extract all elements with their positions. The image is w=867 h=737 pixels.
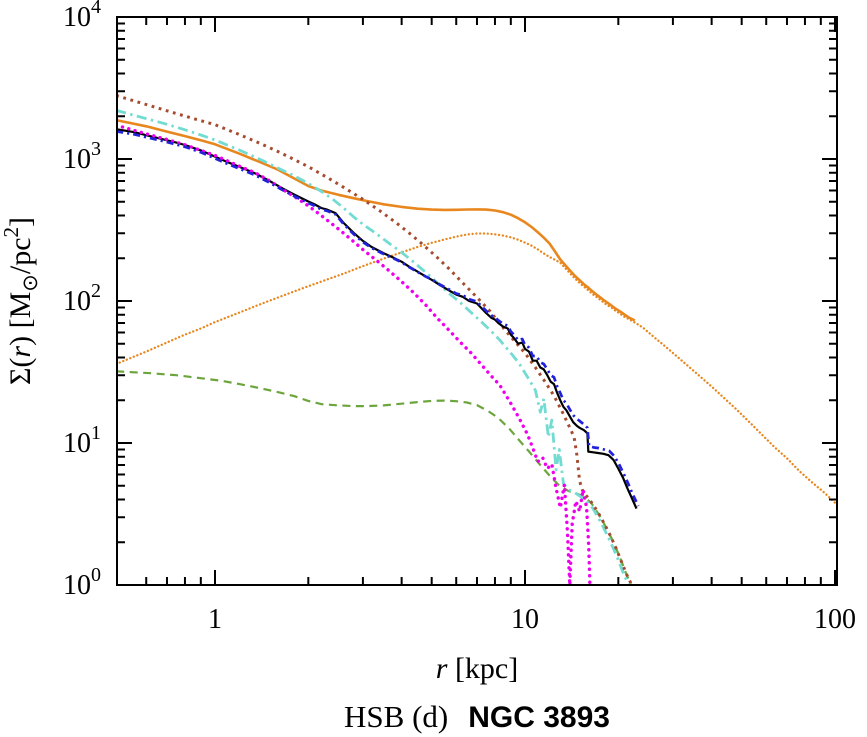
series-orange-solid-profile	[117, 118, 636, 322]
y-tick-label-1e3: 103	[63, 138, 101, 175]
figure-title-galaxy: NGC 3893	[468, 701, 610, 734]
y-tick-label-1e1: 101	[63, 422, 101, 459]
series-magenta-dotted-profile	[117, 123, 592, 585]
x-tick-label-10: 10	[511, 604, 539, 635]
series-brown-dotted-profile	[117, 94, 634, 585]
y-tick-label-1e2: 102	[63, 280, 101, 317]
x-tick-label-1: 1	[208, 604, 222, 635]
x-tick-label-100: 100	[814, 604, 856, 635]
series-cyan-dash-dot-profile	[117, 109, 630, 585]
figure-title: HSB (d) NGC 3893	[344, 699, 610, 734]
axis-ticks	[117, 16, 837, 586]
series-blue-dash-dot-profile	[117, 130, 640, 507]
series-orange-dotted-profile	[117, 232, 837, 504]
y-tick-label-1e0: 100	[63, 564, 101, 601]
x-axis-label: r [kpc]	[436, 652, 518, 685]
plot-border	[116, 16, 838, 586]
y-axis-label: Σ(r) [M⊙/pc2]	[0, 217, 42, 385]
data-curves	[117, 94, 837, 585]
figure-title-type: HSB (d)	[344, 699, 448, 734]
y-tick-label-1e4: 104	[63, 0, 101, 33]
series-green-dashed-profile	[117, 370, 633, 585]
